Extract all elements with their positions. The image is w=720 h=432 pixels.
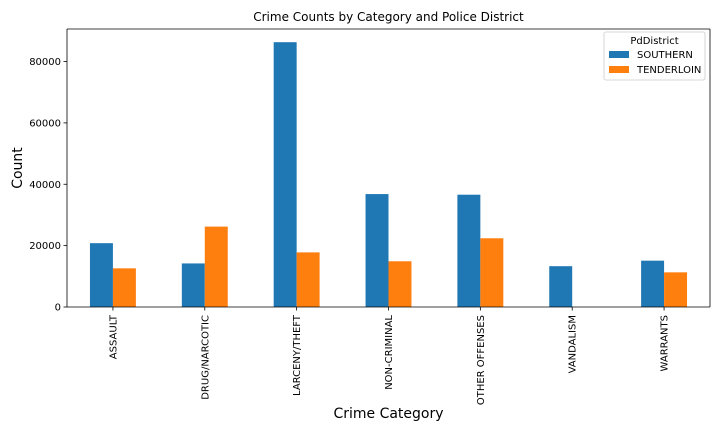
legend-entries: SOUTHERN TENDERLOIN: [609, 50, 701, 76]
y-tick-label: 0: [55, 303, 61, 314]
y-axis: 0 20000 40000 60000 80000: [29, 57, 67, 314]
legend-title: PdDistrict: [630, 36, 678, 47]
x-axis: ASSAULT DRUG/NARCOTIC LARCENY/THEFT NON-CRI…: [108, 307, 671, 405]
bar-tenderloin-larceny-theft: [296, 252, 320, 307]
legend-frame: [603, 31, 706, 81]
plot-area: 0 20000 40000 60000 80000 ASSAULT DRUG/NARCOT…: [29, 28, 711, 405]
bar-southern-drug-narcotic: [181, 263, 205, 307]
x-tick-label-vandalism: VANDALISM: [568, 315, 579, 373]
bar-tenderloin-other-offenses: [480, 238, 504, 307]
bars: [89, 42, 688, 307]
bar-southern-assault: [89, 243, 113, 307]
bar-southern-non-criminal: [365, 194, 389, 307]
x-axis-label: Crime Category: [333, 406, 443, 422]
bar-tenderloin-non-criminal: [388, 261, 412, 307]
bar-tenderloin-assault: [112, 268, 136, 307]
x-tick-label-warrants: WARRANTS: [660, 315, 671, 371]
legend-label-southern: SOUTHERN: [637, 50, 693, 61]
chart-title: Crime Counts by Category and Police Dist…: [253, 10, 524, 24]
bar-tenderloin-warrants: [664, 272, 688, 307]
legend-swatch-tenderloin: [609, 66, 629, 73]
legend-label-tenderloin: TENDERLOIN: [636, 65, 701, 76]
bar-southern-warrants: [641, 260, 665, 307]
bar-southern-larceny-theft: [273, 42, 297, 307]
bar-southern-other-offenses: [457, 194, 481, 307]
axes-frame: [66, 28, 711, 308]
legend: PdDistrict SOUTHERN TENDERLOIN: [603, 31, 706, 81]
x-tick-label-other-offenses: OTHER OFFENSES: [476, 315, 487, 405]
y-tick-label: 40000: [29, 180, 61, 191]
bar-tenderloin-drug-narcotic: [204, 226, 228, 307]
y-axis-label: Count: [10, 147, 26, 189]
x-tick-label-larceny-theft: LARCENY/THEFT: [292, 314, 303, 396]
bar-southern-vandalism: [549, 266, 573, 307]
x-tick-label-non-criminal: NON-CRIMINAL: [384, 315, 395, 390]
x-tick-label-drug-narcotic: DRUG/NARCOTIC: [200, 315, 211, 400]
x-tick-label-assault: ASSAULT: [108, 314, 119, 359]
y-tick-label: 80000: [29, 57, 61, 68]
legend-swatch-southern: [609, 51, 629, 58]
y-tick-label: 20000: [29, 241, 61, 252]
y-tick-label: 60000: [29, 118, 61, 129]
